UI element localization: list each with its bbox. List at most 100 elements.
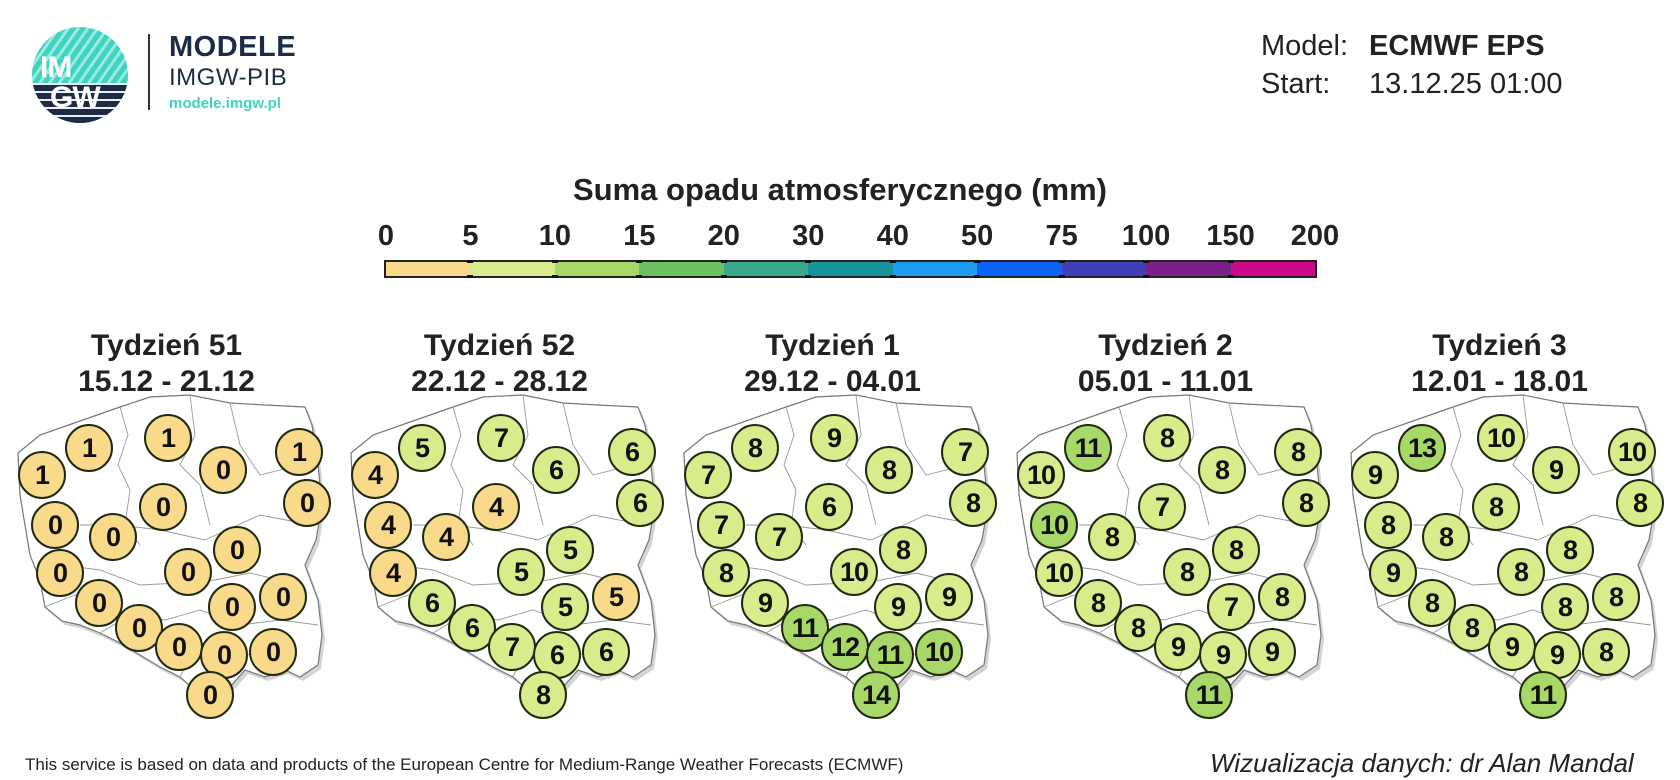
colorbar-segment [1143,260,1231,278]
colorbar-segment [974,260,1062,278]
week-date-range: 29.12 - 04.01 [744,365,921,398]
precipitation-station-value: 13 [1398,424,1446,472]
precipitation-station-value: 8 [1541,583,1589,631]
precipitation-station-value: 11 [1519,671,1567,719]
imgw-logo: IM GW [32,27,128,123]
precipitation-station-value: 6 [616,479,664,527]
precipitation-station-value: 0 [283,479,331,527]
precipitation-station-value: 8 [1282,479,1330,527]
precipitation-station-value: 7 [697,501,745,549]
precipitation-station-value: 8 [879,526,927,574]
week-title: Tydzień 52 [423,329,576,362]
precipitation-station-value: 6 [805,483,853,531]
precipitation-station-value: 8 [731,424,779,472]
precipitation-station-value: 7 [488,623,536,671]
colorbar-segment [1058,260,1147,278]
precipitation-station-value: 8 [1212,526,1260,574]
colorbar-segment [1227,260,1315,278]
colorbar-segment [467,260,555,278]
precipitation-station-value: 4 [351,451,399,499]
colorbar-segment [551,260,640,278]
visualization-credit: Wizualizacja danych: dr Alan Mandal [1210,748,1634,778]
colorbar-tick-label: 200 [1290,220,1340,252]
precipitation-station-value: 5 [592,573,640,621]
colorbar-segment [386,262,471,276]
precipitation-station-value: 8 [1616,479,1664,527]
precipitation-station-value: 8 [1274,428,1322,476]
week-date-range: 12.01 - 18.01 [1411,365,1588,398]
precipitation-station-value: 6 [448,604,496,652]
precipitation-station-value: 4 [364,501,412,549]
colorbar-tick-label: 40 [876,220,909,252]
brand-url: modele.imgw.pl [169,95,281,112]
precipitation-station-value: 1 [18,451,66,499]
precipitation-station-value: 0 [89,513,137,561]
logo-text-bottom: GW [50,81,101,114]
precipitation-station-value: 10 [1477,414,1525,462]
precipitation-station-value: 0 [213,526,261,574]
precipitation-station-value: 10 [915,628,963,676]
colorbar-segment [805,260,893,278]
precipitation-station-value: 10 [1608,428,1656,476]
precipitation-station-value: 0 [249,628,297,676]
precipitation-station-value: 14 [852,671,900,719]
precipitation-station-value: 4 [422,513,470,561]
precipitation-station-value: 7 [1138,483,1186,531]
week-date-range: 15.12 - 21.12 [78,365,255,398]
chart-title: Suma opadu atmosferycznego (mm) [573,172,1107,207]
precipitation-station-value: 8 [1198,446,1246,494]
precipitation-station-value: 0 [186,671,234,719]
precipitation-station-value: 8 [949,479,997,527]
week-title: Tydzień 2 [1098,329,1233,362]
precipitation-station-value: 6 [608,428,656,476]
week-title: Tydzień 51 [90,329,243,362]
precipitation-station-value: 6 [582,628,630,676]
precipitation-station-value: 9 [810,414,858,462]
precipitation-station-value: 9 [1532,446,1580,494]
precipitation-station-value: 7 [684,451,732,499]
colorbar-tick-label: 5 [462,220,479,252]
precipitation-station-value: 8 [1592,573,1640,621]
precipitation-station-value: 8 [1074,579,1122,627]
start-value: 13.12.25 01:00 [1369,68,1563,100]
colorbar-segment [636,260,724,278]
colorbar-tick-label: 15 [623,220,656,252]
colorbar-tick-label: 50 [961,220,994,252]
colorbar-tick-label: 30 [792,220,825,252]
precipitation-station-value: 0 [155,623,203,671]
precipitation-station-value: 5 [398,424,446,472]
precipitation-station-value: 7 [477,414,525,462]
colorbar [384,260,1317,278]
precipitation-station-value: 8 [519,671,567,719]
logo-divider [148,34,150,110]
precipitation-station-value: 10 [1035,549,1083,597]
precipitation-station-value: 0 [115,604,163,652]
week-date-range: 22.12 - 28.12 [411,365,588,398]
precipitation-station-value: 8 [1408,579,1456,627]
precipitation-station-value: 9 [1248,628,1296,676]
precipitation-station-value: 9 [1488,623,1536,671]
precipitation-station-value: 4 [369,549,417,597]
precipitation-station-value: 0 [139,483,187,531]
colorbar-tick-label: 75 [1045,220,1078,252]
colorbar-tick-label: 10 [538,220,572,252]
precipitation-station-value: 7 [755,513,803,561]
precipitation-station-value: 5 [541,583,589,631]
precipitation-station-value: 8 [865,446,913,494]
week-panel: Tydzień 52 22.12 - 28.12 4 5 7 6 6 6 4 4 4 4 5 5 6 6 7 5 5… [333,325,666,725]
precipitation-station-value: 11 [1064,424,1112,472]
precipitation-station-value: 8 [1582,628,1630,676]
precipitation-station-value: 0 [208,583,256,631]
precipitation-station-value: 1 [275,428,323,476]
precipitation-station-value: 9 [1351,451,1399,499]
precipitation-station-value: 9 [925,573,973,621]
precipitation-station-value: 5 [546,526,594,574]
colorbar-tick-label: 150 [1206,220,1255,252]
precipitation-station-value: 7 [941,428,989,476]
precipitation-station-value: 9 [874,583,922,631]
precipitation-station-value: 8 [1546,526,1594,574]
week-title: Tydzień 3 [1432,329,1567,362]
brand-subtitle: IMGW-PIB [169,64,288,91]
precipitation-station-value: 9 [1369,549,1417,597]
precipitation-station-value: 8 [1422,513,1470,561]
